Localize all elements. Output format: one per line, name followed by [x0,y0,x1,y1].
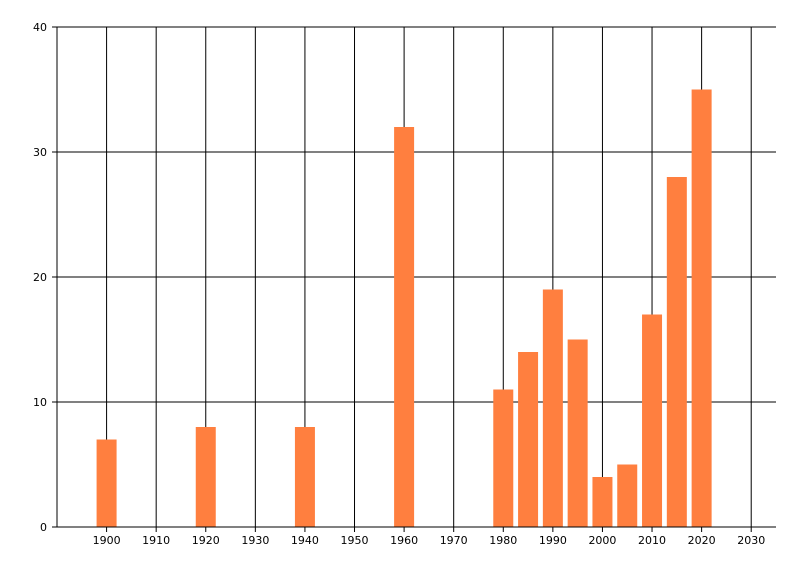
x-tick-label: 1980 [489,534,517,547]
tick-labels: 1900 1910 1920 1930 1940 1950 1960 1970 1980 1990… [33,21,765,547]
x-tick-label: 1990 [539,534,567,547]
bar-1900 [96,439,117,527]
x-tick-label: 1970 [440,534,468,547]
x-tick-label: 1950 [341,534,369,547]
x-tick-label: 1940 [291,534,319,547]
bar-1940 [294,427,315,527]
y-tick-label: 10 [33,396,47,409]
x-tick-label: 2030 [737,534,765,547]
y-tick-label: 40 [33,21,47,34]
x-tick-label: 2010 [638,534,666,547]
bar-2010 [642,314,663,527]
y-tick-label: 0 [40,521,47,534]
bar-1985 [518,352,539,527]
bar-2000 [592,477,613,527]
bar-2015 [666,177,687,527]
x-tick-label: 2020 [688,534,716,547]
bars [96,89,712,527]
y-tick-label: 30 [33,146,47,159]
x-tick-label: 1930 [241,534,269,547]
x-tick-label: 1900 [93,534,121,547]
axes [52,26,776,532]
bar-1960 [394,127,415,527]
bar-1980 [493,389,514,527]
bar-1920 [195,427,216,527]
x-tick-label: 1920 [192,534,220,547]
bar-2005 [617,464,638,527]
x-tick-label: 2000 [588,534,616,547]
bar-2020 [691,89,712,527]
bar-1995 [567,339,588,527]
y-tick-label: 20 [33,271,47,284]
x-tick-label: 1960 [390,534,418,547]
bar-1990 [542,289,563,527]
x-tick-label: 1910 [142,534,170,547]
